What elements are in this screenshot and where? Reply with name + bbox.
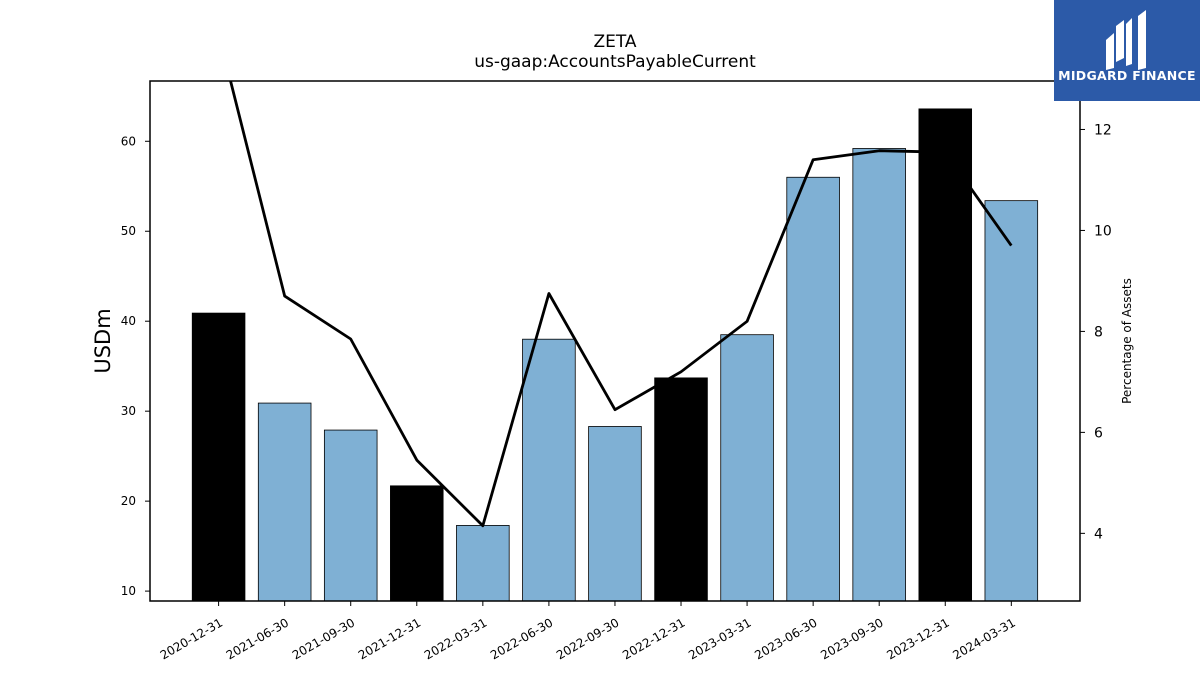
chart-subtitle: us-gaap:AccountsPayableCurrent xyxy=(474,52,756,72)
y2-tick-label: 6 xyxy=(1094,425,1103,441)
x-tick-label: 2022-06-30 xyxy=(488,615,555,662)
x-tick-label: 2020-12-31 xyxy=(158,615,225,662)
logo-text: MIDGARD FINANCE xyxy=(1058,68,1196,83)
bar xyxy=(390,485,444,602)
bar xyxy=(984,200,1039,602)
logo-mark-icon xyxy=(1106,10,1146,70)
y-tick-label: 50 xyxy=(121,224,136,238)
bar xyxy=(588,426,642,602)
x-tick-label: 2023-12-31 xyxy=(884,615,951,662)
percentage-line xyxy=(229,81,1013,528)
x-tick-label: 2022-12-31 xyxy=(620,615,687,662)
bar xyxy=(918,108,973,602)
y-axis-label: USDm xyxy=(91,308,115,373)
x-tick-label: 2021-06-30 xyxy=(224,615,291,662)
x-tick-label: 2023-06-30 xyxy=(752,615,819,662)
x-tick-label: 2021-12-31 xyxy=(356,615,423,662)
x-tick-label: 2022-09-30 xyxy=(554,615,621,662)
bar xyxy=(852,148,906,602)
y-tick-label: 20 xyxy=(121,494,136,508)
bar xyxy=(191,312,246,602)
x-tick-label: 2023-09-30 xyxy=(818,615,885,662)
y-tick-label: 30 xyxy=(121,404,136,418)
bar xyxy=(522,338,576,602)
y2-tick-label: 10 xyxy=(1094,223,1112,239)
y2-tick-label: 4 xyxy=(1094,526,1103,542)
midgard-finance-logo: MIDGARD FINANCE xyxy=(1054,0,1200,101)
y-tick-label: 10 xyxy=(121,584,136,598)
y-tick-label: 40 xyxy=(121,314,136,328)
y2-tick-label: 12 xyxy=(1094,122,1112,138)
x-tick-label: 2023-03-31 xyxy=(686,615,753,662)
x-tick-label: 2021-09-30 xyxy=(290,615,357,662)
bar xyxy=(654,377,708,602)
bar xyxy=(323,429,378,602)
bar xyxy=(257,402,312,602)
x-tick-label: 2024-03-31 xyxy=(950,615,1017,662)
y-tick-label: 60 xyxy=(121,134,136,148)
chart-title: ZETA xyxy=(593,32,637,52)
x-tick-label: 2022-03-31 xyxy=(422,615,489,662)
bar xyxy=(456,525,510,602)
y2-axis-label: Percentage of Assets xyxy=(1120,278,1134,404)
bar xyxy=(720,334,774,602)
y2-tick-label: 8 xyxy=(1094,324,1103,340)
bar xyxy=(786,176,840,602)
